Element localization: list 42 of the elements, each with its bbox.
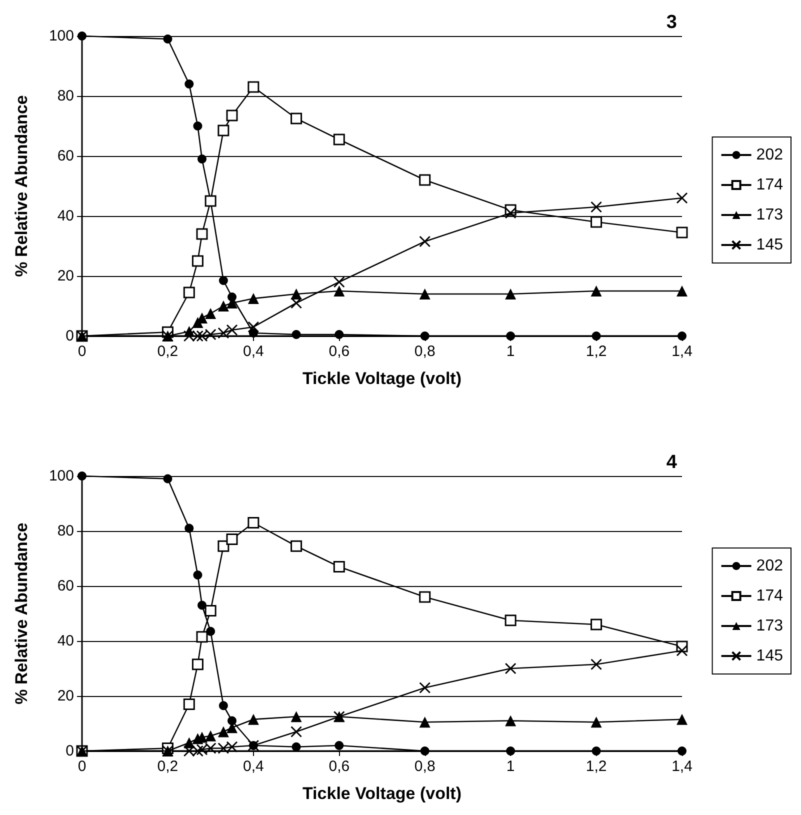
legend-label: 145 <box>756 236 784 254</box>
y-tick-label: 80 <box>57 522 74 540</box>
y-tick-label: 0 <box>66 742 74 760</box>
legend-label: 202 <box>756 146 784 164</box>
x-tick-label: 0,2 <box>157 343 178 360</box>
y-tick-label: 40 <box>57 632 74 650</box>
x-tick-label: 1,4 <box>672 758 692 775</box>
y-tick-label: 20 <box>57 688 74 704</box>
x-axis-title: Tickle Voltage (volt) <box>302 369 462 388</box>
chart-title: 4 <box>666 452 678 473</box>
legend-label: 173 <box>756 206 784 224</box>
y-tick-label: 40 <box>57 208 74 224</box>
x-tick-label: 1 <box>506 343 515 360</box>
legend-label: 174 <box>756 588 784 604</box>
y-tick-label: 100 <box>48 468 74 484</box>
x-tick-label: 1,4 <box>672 343 692 360</box>
y-tick-label: 60 <box>57 578 74 594</box>
legend-label: 173 <box>756 618 784 634</box>
x-tick-label: 0 <box>78 343 86 360</box>
y-axis-title: % Relative Abundance <box>12 522 31 704</box>
x-tick-label: 0,8 <box>414 758 436 775</box>
legend-label: 174 <box>756 176 784 194</box>
y-tick-label: 0 <box>66 328 74 344</box>
x-tick-label: 0,6 <box>328 758 350 775</box>
x-tick-label: 0,2 <box>157 758 178 775</box>
x-tick-label: 0,4 <box>243 758 264 775</box>
chart-title: 3 <box>666 12 678 33</box>
x-tick-label: 1,2 <box>586 343 607 360</box>
x-tick-label: 0,6 <box>328 343 350 360</box>
x-tick-label: 1,2 <box>586 758 607 775</box>
x-tick-label: 0,4 <box>243 343 264 360</box>
y-axis-title: % Relative Abundance <box>12 95 31 277</box>
y-tick-label: 20 <box>57 268 74 284</box>
y-tick-label: 60 <box>57 148 74 164</box>
x-axis-title: Tickle Voltage (volt) <box>302 784 462 803</box>
y-tick-label: 100 <box>48 28 74 44</box>
x-tick-label: 0 <box>78 758 86 775</box>
legend-label: 145 <box>756 648 784 664</box>
x-tick-label: 1 <box>506 758 515 775</box>
x-tick-label: 0,8 <box>414 343 436 360</box>
legend-label: 202 <box>756 558 784 574</box>
y-tick-label: 80 <box>57 88 74 104</box>
